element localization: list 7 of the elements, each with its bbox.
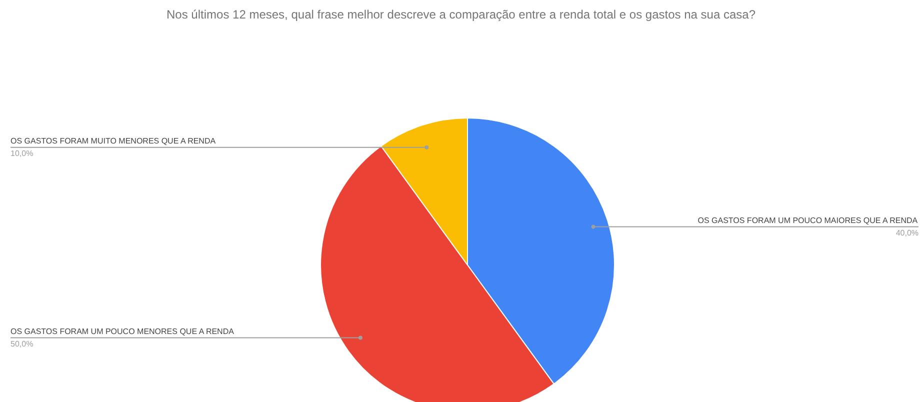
data-label: 10,0% — [10, 149, 34, 158]
chart-title: Nos últimos 12 meses, qual frase melhor descreve a comparação entre a renda total e os gastos na sua casa? — [166, 8, 756, 22]
data-label: 50,0% — [10, 340, 34, 349]
slice-label: OS GASTOS FORAM MUITO MENORES QUE A RENDA — [10, 136, 216, 146]
data-label: 40,0% — [896, 228, 919, 238]
slice-label: OS GASTOS FORAM UM POUCO MAIORES QUE A RENDA — [698, 216, 918, 225]
slice-label: OS GASTOS FORAM UM POUCO MENORES QUE A RENDA — [10, 326, 235, 336]
